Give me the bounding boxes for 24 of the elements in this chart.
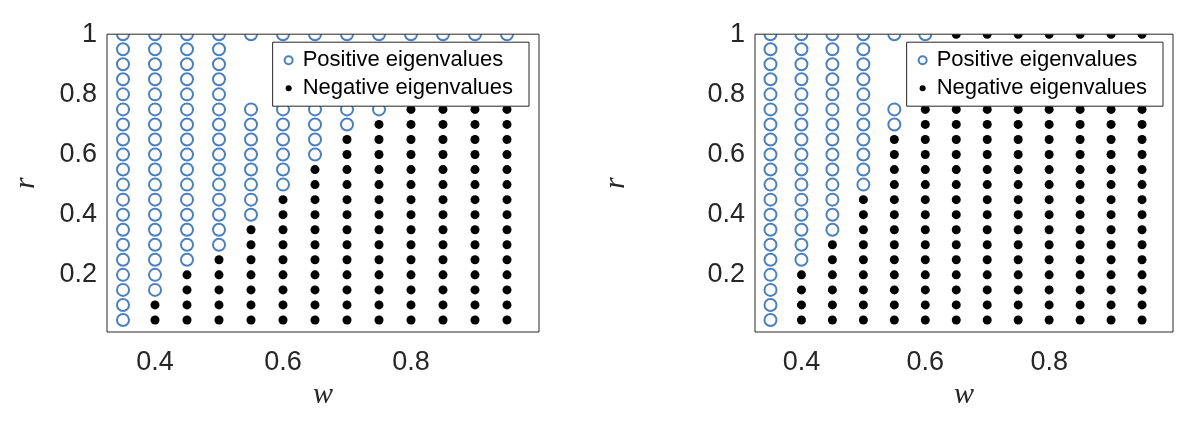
y-axis-title: r (596, 176, 630, 189)
x-tick-label: 0.4 (136, 345, 174, 376)
y-tick-label: 1 (729, 17, 745, 48)
y-axis-title: r (6, 176, 40, 189)
legend-label: Negative eigenvalues (936, 74, 1148, 100)
x-tick-label: 0.6 (264, 345, 302, 376)
legend-label: Positive eigenvalues (936, 46, 1138, 72)
x-tick-label: 0.6 (906, 345, 945, 376)
y-tick-label: 0.6 (707, 137, 745, 168)
y-tick-label: 0.2 (707, 258, 745, 289)
y-tick-label: 0.4 (59, 198, 97, 229)
x-tick-label: 0.8 (1030, 345, 1068, 376)
x-axis-title: w (953, 375, 975, 409)
y-tick-label: 1 (81, 17, 97, 48)
y-tick-label: 0.2 (59, 258, 97, 289)
x-axis-title: w (312, 375, 334, 409)
legend-label: Negative eigenvalues (302, 74, 514, 100)
x-tick-label: 0.8 (392, 345, 430, 376)
y-tick-label: 0.4 (707, 198, 745, 229)
y-tick-label: 0.8 (707, 77, 745, 108)
y-tick-label: 0.6 (59, 137, 97, 168)
y-tick-label: 0.8 (59, 77, 97, 108)
legend-label: Positive eigenvalues (302, 46, 504, 72)
x-tick-label: 0.4 (782, 345, 821, 376)
